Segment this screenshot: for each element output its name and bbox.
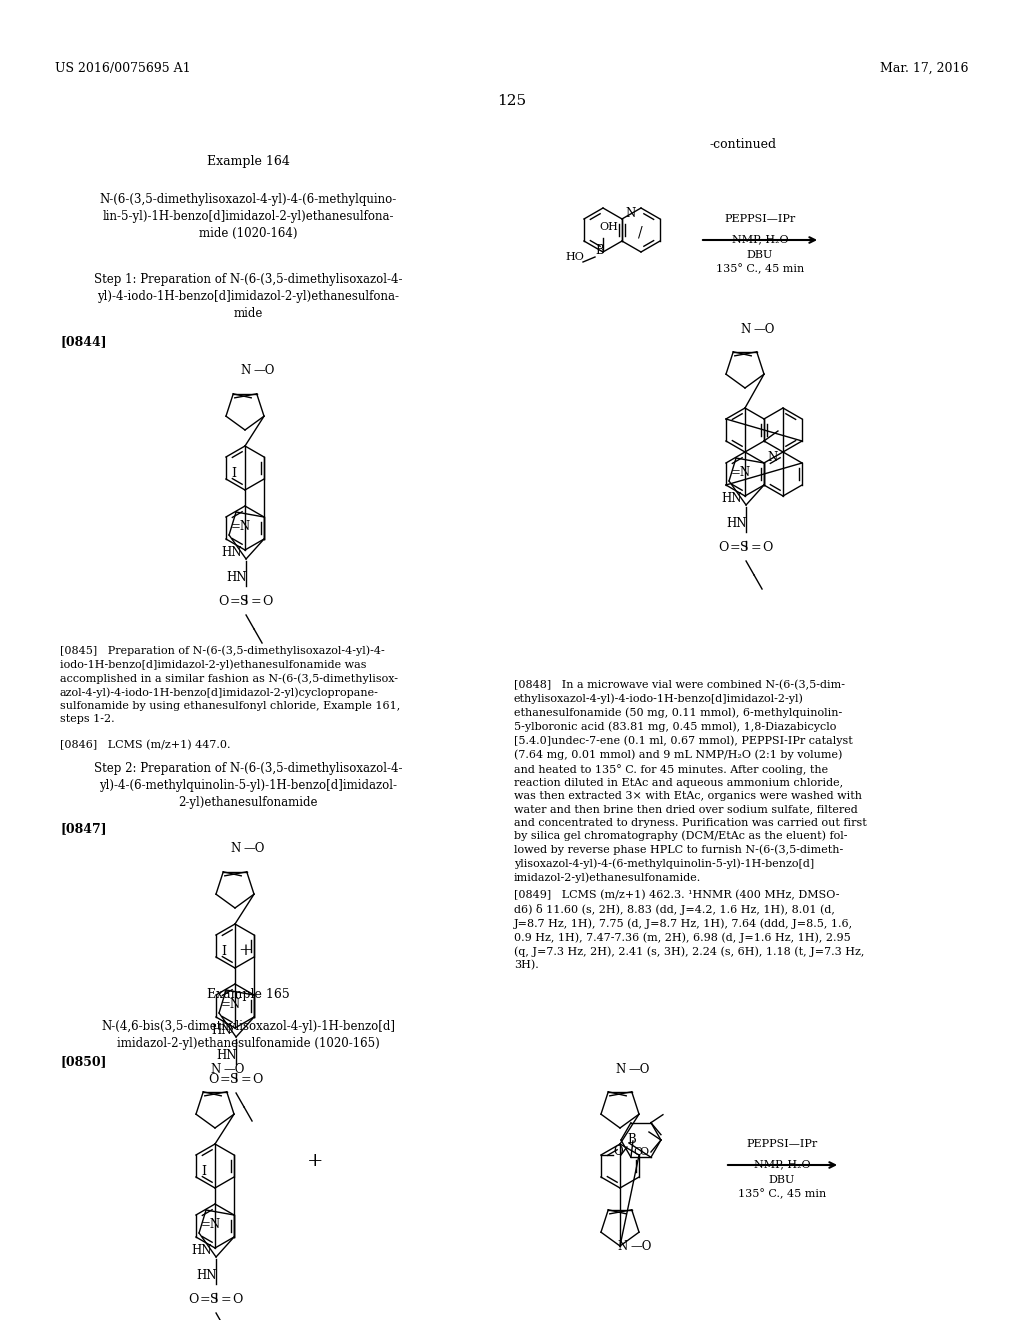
Text: =: = [251,595,262,609]
Text: =: = [200,1294,211,1305]
Text: O: O [218,595,228,609]
Text: =: = [221,1294,231,1305]
Text: [0845]   Preparation of N-(6-(3,5-dimethylisoxazol-4-yl)-4-
iodo-1H-benzo[d]imid: [0845] Preparation of N-(6-(3,5-dimethyl… [60,645,400,723]
Text: O: O [633,1147,642,1158]
Text: =: = [751,541,762,554]
Text: —O: —O [253,364,274,378]
Text: =N: =N [201,1218,221,1232]
Text: 125: 125 [498,94,526,108]
Text: B: B [595,244,604,257]
Text: O: O [762,541,772,554]
Text: B: B [627,1133,636,1146]
Text: /: / [638,224,643,239]
Text: DBU: DBU [769,1175,795,1185]
Text: HN: HN [216,1049,237,1063]
Text: 135° C., 45 min: 135° C., 45 min [738,1188,826,1199]
Text: S: S [210,1294,218,1305]
Text: —O: —O [628,1063,649,1076]
Text: HN: HN [726,517,746,531]
Text: O: O [613,1144,623,1158]
Text: S: S [740,541,749,554]
Text: Step 1: Preparation of N-(6-(3,5-dimethylisoxazol-4-
yl)-4-iodo-1H-benzo[d]imida: Step 1: Preparation of N-(6-(3,5-dimethy… [94,273,402,319]
Text: US 2016/0075695 A1: US 2016/0075695 A1 [55,62,190,75]
Text: —O: —O [223,1063,245,1076]
Text: PEPPSI—IPr: PEPPSI—IPr [746,1139,817,1148]
Text: [0846]   LCMS (m/z+1) 447.0.: [0846] LCMS (m/z+1) 447.0. [60,741,230,750]
Text: =: = [730,541,740,554]
Text: N: N [617,1239,628,1253]
Text: —O: —O [753,323,774,337]
Text: N-(4,6-bis(3,5-dimethylisoxazol-4-yl)-1H-benzo[d]
imidazol-2-yl)ethanesulfonamid: N-(4,6-bis(3,5-dimethylisoxazol-4-yl)-1H… [101,1020,395,1049]
Text: O: O [639,1147,648,1158]
Text: OH: OH [599,222,617,232]
Text: =: = [241,1073,252,1086]
Text: [0848]   In a microwave vial were combined N-(6-(3,5-dim-
ethylisoxazol-4-yl)-4-: [0848] In a microwave vial were combined… [514,680,866,883]
Text: Step 2: Preparation of N-(6-(3,5-dimethylisoxazol-4-
yl)-4-(6-methylquinolin-5-y: Step 2: Preparation of N-(6-(3,5-dimethy… [94,762,402,809]
Text: NMP, H₂O: NMP, H₂O [754,1159,810,1170]
Text: [0847]: [0847] [60,822,106,836]
Text: N: N [211,1063,221,1076]
Text: HN: HN [211,1024,231,1038]
Text: HN: HN [221,546,242,558]
Text: N: N [740,323,751,337]
Text: 135° C., 45 min: 135° C., 45 min [716,264,804,275]
Text: =N: =N [231,520,251,533]
Text: HN: HN [196,1269,216,1282]
Text: HN: HN [191,1243,212,1257]
Text: O: O [208,1073,218,1086]
Text: —O: —O [630,1239,651,1253]
Text: +: + [238,942,252,960]
Text: =N: =N [221,998,242,1011]
Text: [0849]   LCMS (m/z+1) 462.3. ¹HNMR (400 MHz, DMSO-
d6) δ 11.60 (s, 2H), 8.83 (dd: [0849] LCMS (m/z+1) 462.3. ¹HNMR (400 MH… [514,890,864,970]
Text: O: O [718,541,728,554]
Text: —O: —O [243,842,264,855]
Text: I: I [201,1166,206,1177]
Text: =: = [230,595,241,609]
Text: PEPPSI—IPr: PEPPSI—IPr [724,214,796,224]
Text: N: N [625,207,635,220]
Text: S: S [240,595,249,609]
Text: O: O [252,1073,262,1086]
Text: S: S [230,1073,239,1086]
Text: =: = [220,1073,230,1086]
Text: NMP, H₂O: NMP, H₂O [732,234,788,244]
Text: =N: =N [731,466,752,479]
Text: HN: HN [721,492,741,506]
Text: N: N [615,1063,626,1076]
Text: HO: HO [565,252,584,261]
Text: Example 164: Example 164 [207,154,290,168]
Text: N: N [230,842,241,855]
Text: Mar. 17, 2016: Mar. 17, 2016 [881,62,969,75]
Text: [0850]: [0850] [60,1055,106,1068]
Text: O: O [188,1294,199,1305]
Text: HN: HN [226,572,247,583]
Text: +: + [307,1152,324,1170]
Text: Example 165: Example 165 [207,987,290,1001]
Text: O: O [262,595,272,609]
Text: N-(6-(3,5-dimethylisoxazol-4-yl)-4-(6-methylquino-
lin-5-yl)-1H-benzo[d]imidazol: N-(6-(3,5-dimethylisoxazol-4-yl)-4-(6-me… [99,193,396,240]
Text: DBU: DBU [746,249,773,260]
Text: O: O [232,1294,243,1305]
Text: I: I [231,467,236,480]
Text: N: N [241,364,251,378]
Text: I: I [221,945,226,958]
Text: -continued: -continued [710,139,777,150]
Text: [0844]: [0844] [60,335,106,348]
Text: N: N [767,451,777,465]
